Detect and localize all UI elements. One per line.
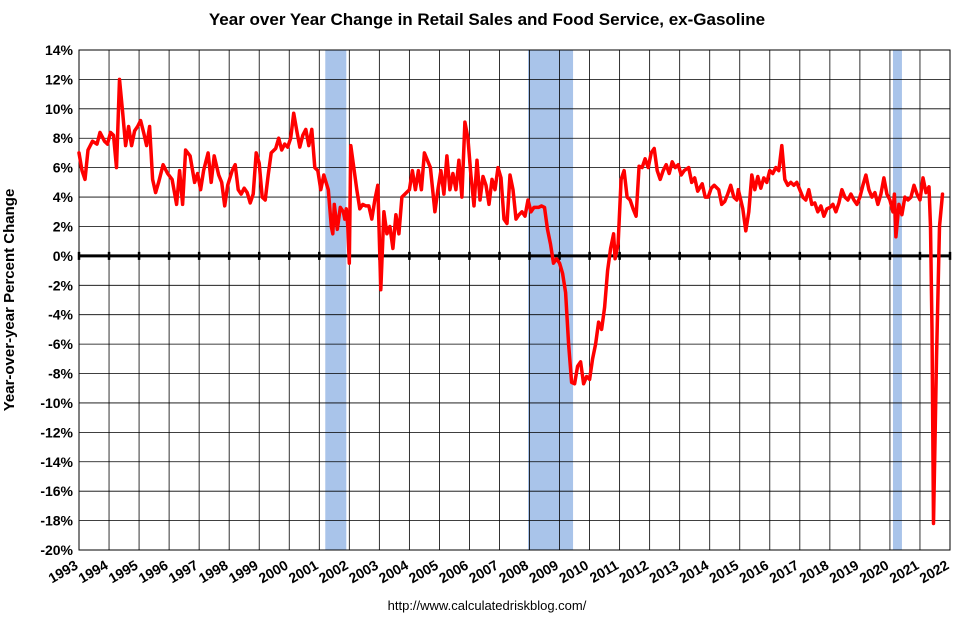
source-url: http://www.calculatedriskblog.com/ (387, 598, 587, 613)
y-tick-label: -16% (40, 483, 73, 499)
y-tick-label: -8% (48, 366, 73, 382)
recession-band (892, 50, 902, 550)
series-lines (77, 77, 945, 526)
recession-band (325, 50, 347, 550)
y-tick-label: -10% (40, 395, 73, 411)
y-tick-label: 6% (53, 160, 74, 176)
recession-bands (325, 50, 902, 550)
y-tick-label: -20% (40, 542, 73, 558)
data-series-line (77, 77, 945, 526)
y-tick-label: 14% (45, 42, 74, 58)
chart-title: Year over Year Change in Retail Sales an… (208, 10, 766, 29)
y-tick-label: -14% (40, 454, 73, 470)
y-tick-label: 2% (53, 218, 74, 234)
plot-area-border (78, 49, 951, 551)
y-axis-label: Year-over-year Percent Change (1, 189, 18, 412)
gridlines (78, 49, 951, 551)
y-tick-label: -18% (40, 513, 73, 529)
y-tick-label: -2% (48, 277, 73, 293)
x-axis-tick-labels: 1993199419951996199719981999200020012002… (46, 557, 952, 587)
y-tick-label: 12% (45, 71, 74, 87)
y-tick-label: -6% (48, 336, 73, 352)
y-tick-label: 10% (45, 101, 74, 117)
y-tick-label: 0% (53, 248, 74, 264)
y-tick-label: -12% (40, 424, 73, 440)
y-axis-tick-labels: 14% 12% 10% 8% 6% 4% 2% 0% -2% -4% -6% -8% -10% -12% -… (40, 42, 73, 558)
zero-line (77, 251, 952, 260)
y-tick-label: 8% (53, 130, 74, 146)
y-tick-label: 4% (53, 189, 74, 205)
y-tick-label: -4% (48, 307, 73, 323)
x-tick-label: 2022 (917, 557, 952, 587)
